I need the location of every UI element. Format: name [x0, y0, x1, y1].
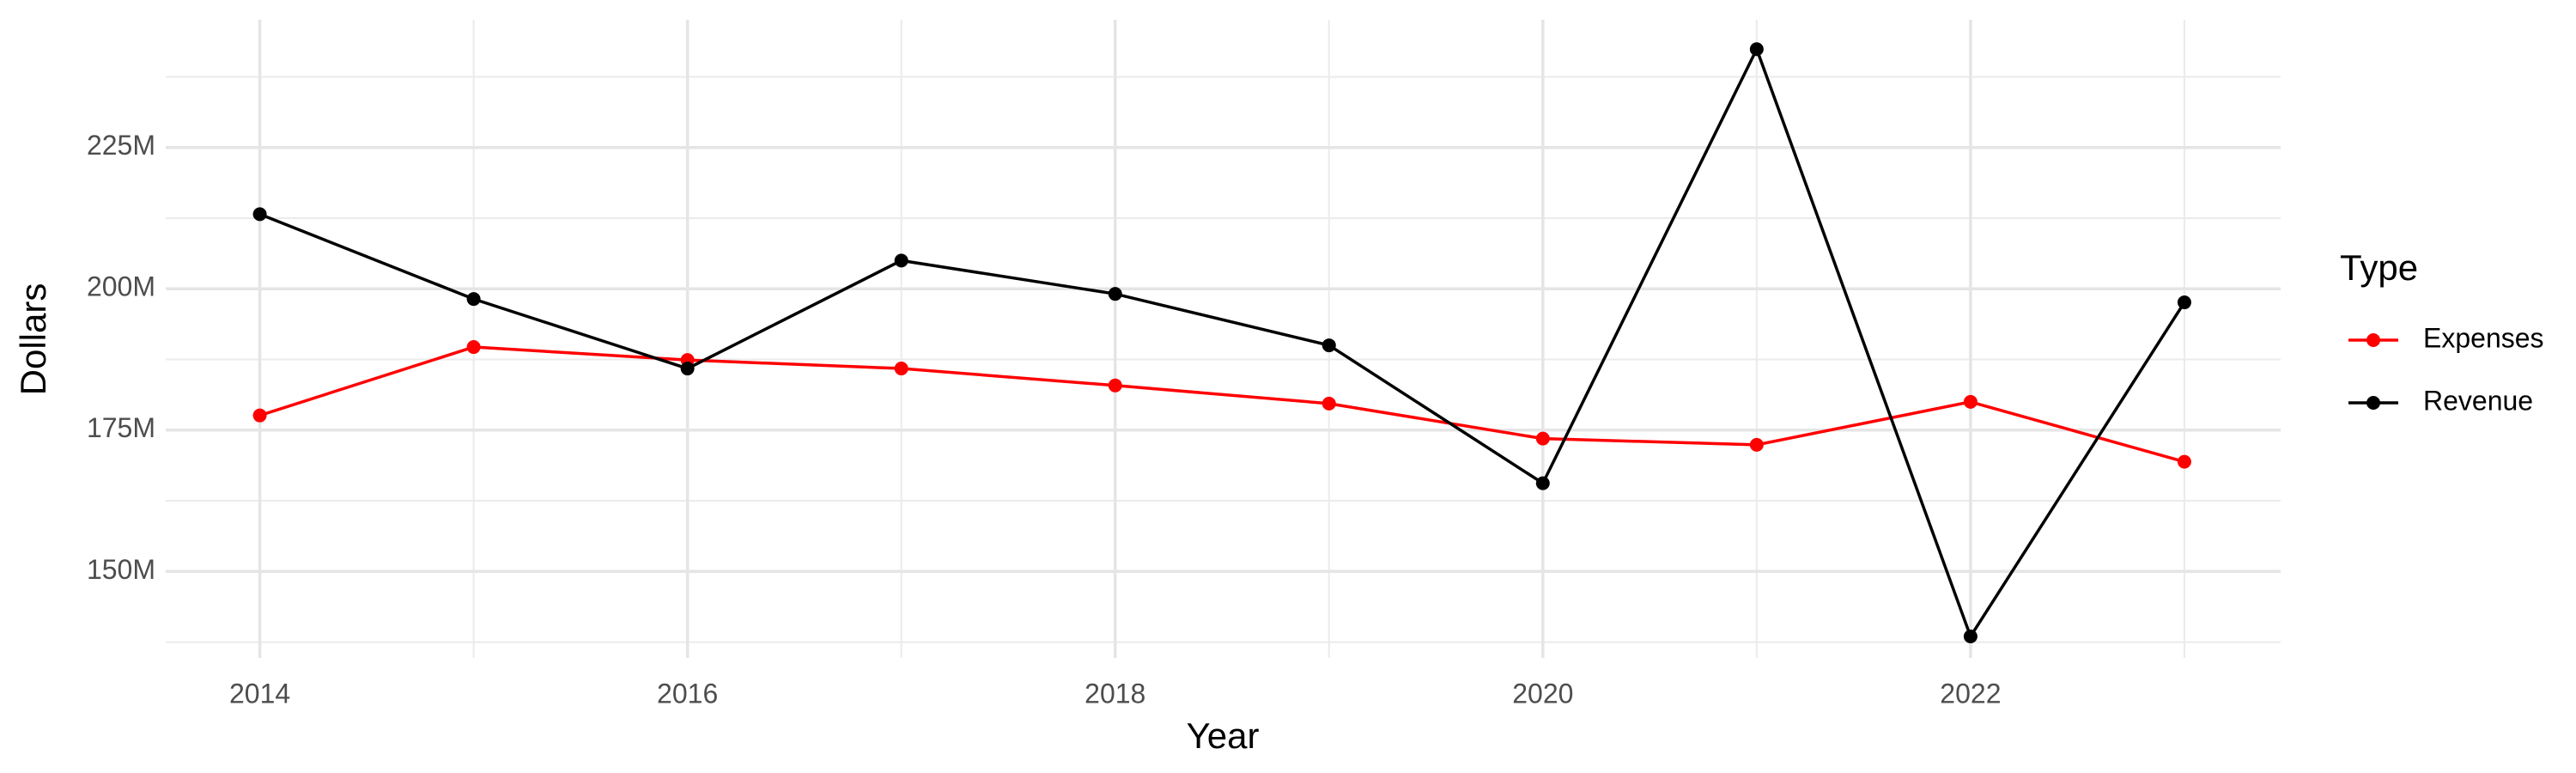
legend-key-point — [2366, 333, 2380, 347]
y-tick-label: 225M — [87, 130, 155, 161]
x-tick-label: 2018 — [1084, 678, 1145, 709]
legend-label: Expenses — [2423, 322, 2544, 353]
x-tick-label: 2022 — [1940, 678, 2001, 709]
data-point — [894, 362, 908, 376]
legend-key-point — [2366, 396, 2380, 410]
data-point — [1321, 338, 1336, 353]
x-tick-label: 2020 — [1512, 678, 1573, 709]
x-tick-label: 2016 — [657, 678, 718, 709]
data-point — [1108, 287, 1122, 301]
data-point — [1321, 396, 1336, 411]
y-axis-title: Dollars — [13, 283, 53, 396]
legend-title: Type — [2340, 247, 2418, 288]
data-point — [894, 253, 908, 268]
y-tick-label: 200M — [87, 271, 155, 302]
data-point — [2177, 454, 2191, 469]
data-point — [466, 340, 481, 355]
data-point — [252, 408, 267, 423]
data-point — [1963, 629, 1978, 643]
data-point — [1535, 431, 1550, 446]
legend-label: Revenue — [2423, 385, 2533, 416]
y-tick-label: 150M — [87, 554, 155, 585]
data-point — [1749, 437, 1764, 452]
data-point — [1749, 42, 1764, 57]
data-point — [2177, 295, 2191, 310]
x-tick-label: 2014 — [229, 678, 290, 709]
data-point — [680, 362, 695, 376]
data-point — [1108, 378, 1122, 393]
data-point — [1963, 394, 1978, 409]
data-point — [1535, 476, 1550, 490]
data-point — [466, 292, 481, 307]
series-line — [258, 45, 2186, 640]
series-line — [259, 345, 2185, 464]
x-axis-title: Year — [1187, 715, 1260, 756]
y-tick-label: 175M — [87, 412, 155, 443]
data-point — [252, 207, 267, 222]
